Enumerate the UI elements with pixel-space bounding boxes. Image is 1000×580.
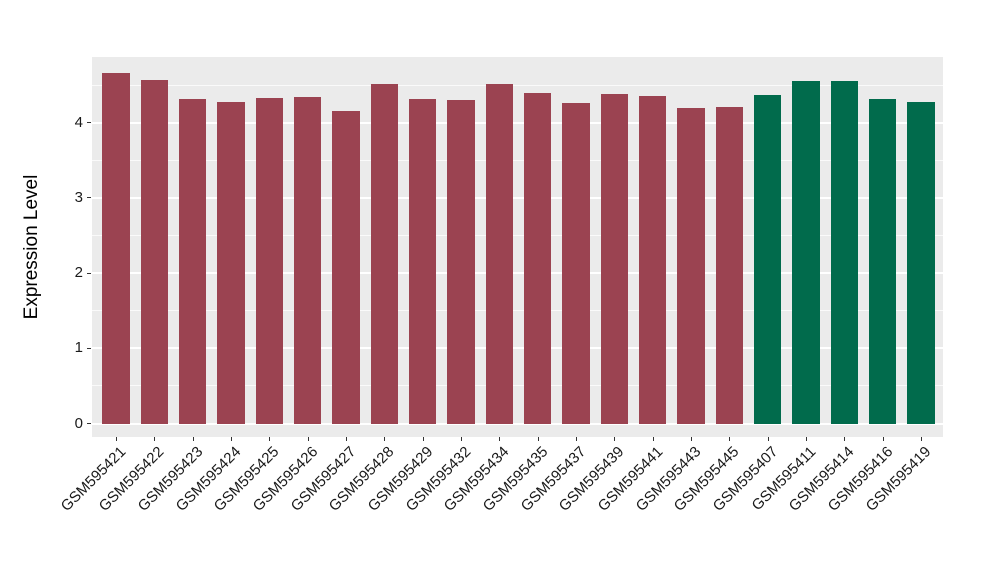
gridline-minor [92, 385, 943, 387]
y-tick-label: 2 [74, 264, 83, 282]
x-tick-mark [537, 437, 539, 441]
bar-GSM595427 [332, 110, 360, 424]
bar-GSM595441 [638, 96, 667, 424]
gridline-major [92, 121, 943, 124]
x-tick-mark [844, 437, 846, 441]
x-tick-mark [805, 437, 807, 441]
gridline-minor [92, 235, 943, 236]
y-axis-title: Expression Level [21, 174, 42, 320]
y-tick-label: 0 [74, 414, 83, 432]
bar-GSM595443 [677, 108, 705, 424]
x-tick-mark [116, 437, 117, 441]
bar-GSM595423 [178, 98, 207, 424]
bar-GSM595416 [868, 98, 897, 424]
x-tick-mark [269, 437, 271, 441]
bar-GSM595424 [217, 102, 245, 424]
x-tick-mark [575, 437, 577, 441]
plot-panel [92, 57, 943, 437]
bar-GSM595419 [907, 101, 935, 424]
x-tick-mark [920, 437, 922, 441]
bar-GSM595437 [562, 103, 590, 424]
x-tick-mark [614, 437, 616, 441]
bar-GSM595425 [255, 97, 284, 424]
gridline-major [92, 347, 943, 350]
x-tick-mark [460, 437, 462, 441]
x-tick-mark [345, 437, 347, 441]
x-tick-mark [230, 437, 232, 441]
bar-GSM595426 [293, 97, 322, 424]
y-tick-mark [87, 272, 91, 274]
y-tick-mark [87, 347, 91, 349]
bar-GSM595432 [447, 100, 475, 424]
x-tick-mark [729, 437, 731, 441]
x-tick-mark [384, 437, 386, 441]
x-tick-mark [499, 437, 501, 441]
y-tick-label: 3 [74, 188, 83, 206]
x-tick-mark [690, 437, 692, 441]
gridline-minor [92, 84, 943, 86]
y-tick-mark [87, 423, 91, 424]
bar-GSM595434 [485, 83, 514, 424]
bar-GSM595422 [140, 79, 169, 424]
bar-GSM595435 [523, 92, 552, 424]
bar-GSM595429 [408, 98, 437, 424]
x-tick-mark [307, 437, 309, 441]
gridline-minor [92, 159, 943, 161]
gridline-major [92, 272, 943, 275]
x-tick-mark [767, 437, 769, 441]
x-tick-mark [192, 437, 194, 441]
bar-GSM595445 [715, 106, 744, 424]
x-tick-mark [154, 437, 156, 441]
x-tick-mark [882, 437, 884, 441]
bar-GSM595414 [830, 80, 859, 424]
x-tick-mark [652, 437, 654, 441]
bar-GSM595411 [792, 80, 820, 424]
gridline-major [92, 196, 943, 199]
gridline-minor [92, 310, 943, 312]
y-tick-label: 4 [74, 113, 83, 131]
bar-GSM595439 [600, 94, 629, 424]
bar-GSM595407 [753, 94, 782, 424]
bar-GSM595428 [370, 84, 399, 424]
gridline-major [92, 422, 943, 425]
y-tick-mark [87, 122, 91, 124]
y-tick-mark [87, 197, 91, 199]
bar-GSM595421 [102, 73, 130, 424]
y-tick-label: 1 [74, 339, 83, 357]
x-tick-mark [422, 437, 424, 441]
